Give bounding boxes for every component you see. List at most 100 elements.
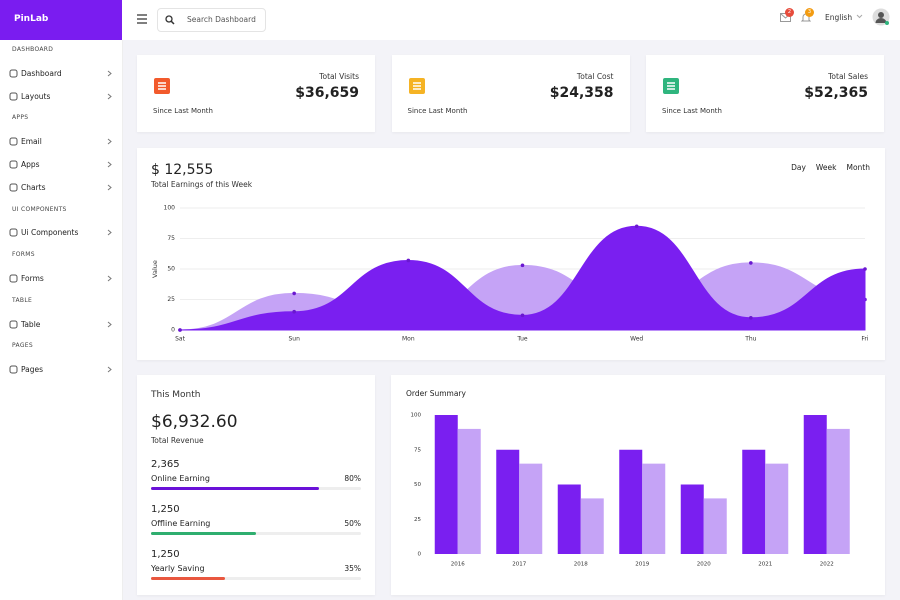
y-tick-label: 0: [171, 327, 175, 334]
menu-item[interactable]: Layouts: [0, 88, 122, 104]
chevron: [107, 230, 112, 236]
menu-icon: [9, 320, 18, 329]
bar: [803, 415, 827, 554]
stat-icon: [408, 78, 425, 94]
search-box[interactable]: Search Dashboard: [157, 8, 266, 32]
item-percent: 80%: [344, 474, 361, 483]
header: Search Dashboard 2 3 English: [122, 0, 900, 40]
menu-item[interactable]: Dashboard: [0, 65, 122, 81]
brand[interactable]: PinLab: [14, 14, 49, 24]
x-tick-label: Tue: [516, 336, 528, 343]
data-point: [863, 267, 867, 271]
x-tick-label: Fri: [861, 336, 868, 343]
menu-icon: [9, 160, 18, 169]
section-label: DASHBOARD: [12, 46, 54, 53]
chevron: [107, 93, 112, 99]
x-tick-label: 2022: [820, 562, 834, 568]
language[interactable]: English: [825, 13, 853, 22]
chevron: [107, 138, 112, 145]
bar: [519, 463, 543, 554]
menu-item[interactable]: Table: [0, 316, 122, 332]
menu-item[interactable]: Charts: [0, 179, 122, 195]
mail-badge: 2: [785, 8, 794, 17]
menu-label: Email: [21, 137, 42, 147]
menu-label: Dashboard: [21, 68, 62, 78]
period-tabs: Day Week Month: [791, 163, 870, 172]
chart: Order Summary 0 25 50 75 100 2016 2017 2018 2019 2…: [406, 389, 850, 568]
bar: [742, 449, 766, 554]
item-amount: 1,250: [151, 549, 180, 560]
this-month-subtitle: Total Revenue: [151, 436, 204, 445]
x-tick-label: 2019: [635, 562, 649, 568]
stat-card: Total Visits $36,659 Since Last Month: [137, 55, 375, 132]
stat-note: Since Last Month: [407, 107, 468, 115]
menu-icon-shape: [9, 183, 18, 192]
menu-item[interactable]: Pages: [0, 361, 122, 377]
stat-icon-detail: [158, 82, 166, 90]
stat-icon: [154, 78, 170, 94]
menu-icon: [9, 365, 18, 374]
period-tab[interactable]: Day: [791, 163, 806, 172]
stat-icon: [663, 78, 679, 94]
period-tab[interactable]: Week: [815, 163, 837, 172]
menu-label: Charts: [21, 182, 46, 192]
menu-icon: [9, 183, 18, 192]
menu-item[interactable]: Forms: [0, 270, 122, 286]
y-tick-label: 100: [411, 413, 422, 419]
menu-item[interactable]: Ui Components: [0, 224, 122, 240]
progress-bar: [151, 577, 225, 580]
progress-track: [151, 487, 361, 490]
earnings-card: $ 12,555 Total Earnings of this Week Day…: [137, 148, 885, 360]
language-caret: [856, 14, 863, 19]
x-tick-label: 2018: [574, 562, 588, 568]
brand-bar: PinLab: [0, 0, 122, 40]
chevron: [107, 161, 112, 168]
menu-icon: [9, 137, 18, 146]
y-tick-label: 75: [167, 235, 175, 242]
menu-icon: [9, 69, 18, 78]
section-label: PAGES: [12, 342, 33, 350]
x-tick-label: Wed: [630, 336, 643, 343]
chevron: [107, 184, 112, 191]
stat-title: Total Cost: [576, 72, 614, 81]
x-tick-label: 2017: [512, 562, 526, 568]
bar: [557, 484, 581, 554]
this-month-title: This Month: [151, 390, 201, 400]
stat-value: $24,358: [549, 85, 614, 101]
chevron-shape: [107, 184, 112, 191]
menu-icon-shape: [9, 274, 18, 283]
bar: [496, 449, 520, 554]
x-tick-label: Sun: [288, 336, 300, 343]
earnings-subtitle: Total Earnings of this Week: [151, 180, 253, 189]
menu-icon-shape: [9, 160, 18, 169]
bar: [826, 428, 850, 554]
y-tick-label: 25: [167, 296, 175, 303]
menu-icon-shape: [9, 92, 18, 101]
avatar[interactable]: [872, 8, 890, 26]
earnings-amount: $ 12,555: [151, 162, 214, 178]
sidebar: PinLab DASHBOARD Dashboard Layouts APPS Emai…: [0, 0, 123, 600]
data-point: [178, 328, 182, 332]
menu-label: Layouts: [21, 91, 51, 101]
x-tick-label: 2016: [451, 562, 465, 568]
y-axis-label: Value: [151, 260, 159, 278]
item-percent: 50%: [344, 519, 361, 528]
menu-label: Pages: [21, 365, 44, 375]
item-label: Online Earning: [151, 474, 210, 483]
progress-bar: [151, 487, 319, 490]
bar: [765, 463, 789, 554]
menu-item[interactable]: Apps: [0, 156, 122, 172]
item-percent: 35%: [344, 564, 361, 573]
period-tab[interactable]: Month: [846, 163, 870, 172]
menu-item[interactable]: Email: [0, 133, 122, 149]
stat-title: Total Visits: [319, 72, 359, 81]
y-tick-label: 25: [414, 517, 421, 523]
stat-card: Total Sales $52,365 Since Last Month: [646, 55, 884, 132]
chevron: [107, 275, 112, 282]
progress-bar: [151, 532, 256, 535]
menu-icon: [9, 274, 18, 283]
menu-toggle[interactable]: [136, 13, 148, 25]
menu-icon-shape: [9, 228, 18, 237]
stat-icon-detail: [412, 82, 421, 90]
chevron: [107, 70, 112, 77]
